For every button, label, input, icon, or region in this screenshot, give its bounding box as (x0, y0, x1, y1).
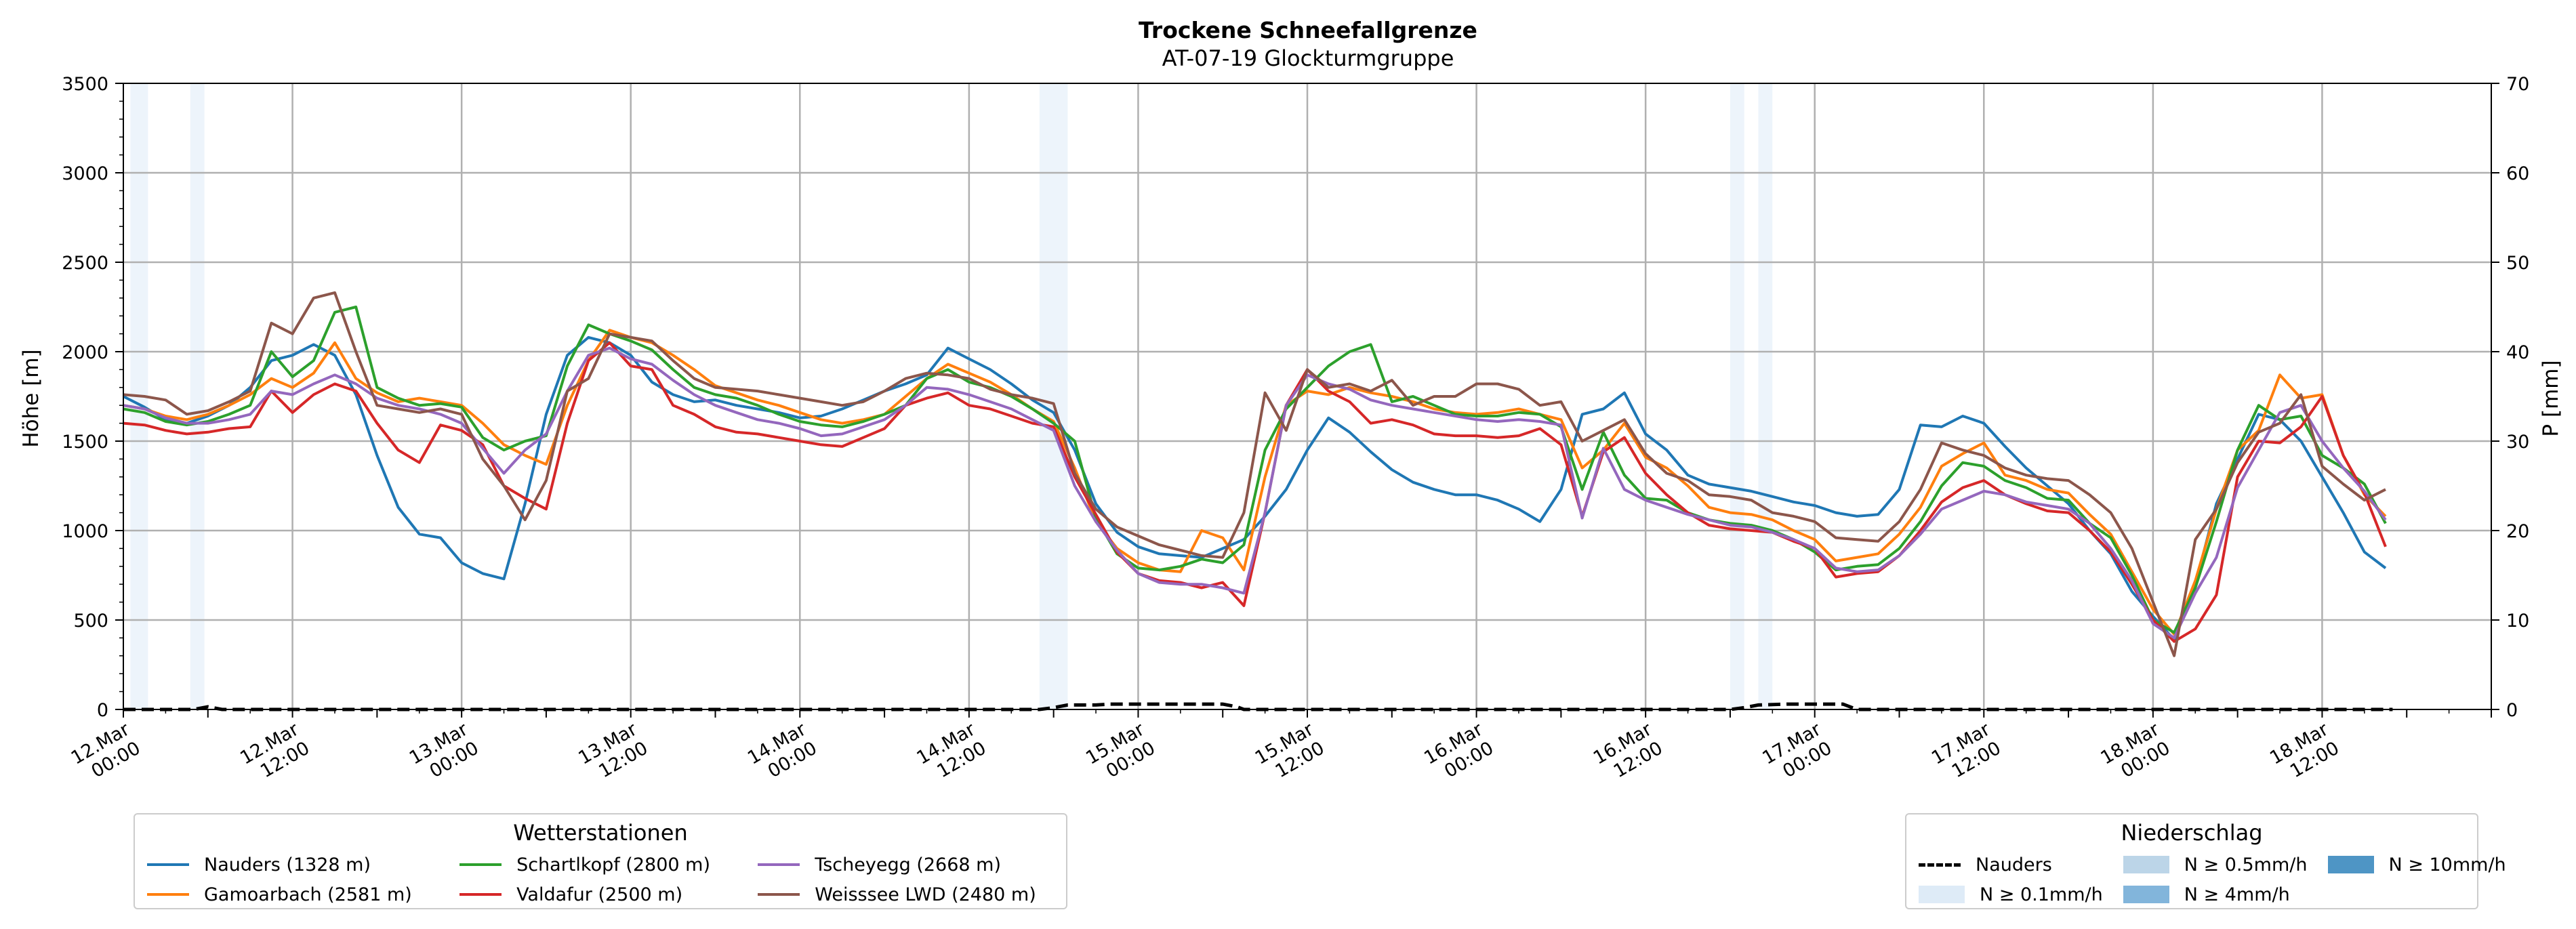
y-tick-label: 500 (73, 611, 108, 632)
series-line-5 (123, 291, 2386, 657)
y-tick-label: 3500 (62, 74, 108, 95)
legend-label: Tscheyegg (2668 m) (815, 854, 1001, 875)
y2-tick-label: 60 (2506, 163, 2529, 184)
series-line-2 (123, 306, 2387, 634)
legend-swatch (2123, 856, 2169, 873)
grid (123, 83, 2491, 709)
legend-swatch (758, 863, 800, 866)
y-tick-label: 0 (97, 700, 108, 721)
y-tick-label: 3000 (62, 163, 108, 184)
y2-tick-label: 30 (2506, 432, 2529, 453)
y2-tick-label: 10 (2506, 611, 2529, 632)
y2-axis-ticks: 0 10 20 30 40 50 60 70 (2491, 74, 2529, 721)
y2-tick-label: 20 (2506, 521, 2529, 542)
legend-label: Weisssee LWD (2480 m) (815, 884, 1036, 905)
legend-item-precip: N ≥ 0.1mm/h (1919, 882, 2103, 907)
y-tick-label: 1000 (62, 521, 108, 542)
legend-swatch (147, 863, 189, 866)
legend-item-station: Nauders (1328 m) (147, 852, 430, 877)
legend-item-station: Valdafur (2500 m) (459, 882, 728, 907)
legend-swatch (1919, 886, 1965, 903)
y2-tick-label: 0 (2506, 700, 2518, 721)
legend-item-precip: N ≥ 4mm/h (2123, 882, 2308, 907)
legend-swatch (758, 893, 800, 896)
legend-item-station: Tscheyegg (2668 m) (758, 852, 1054, 877)
legend-stations-title: Wetterstationen (513, 820, 688, 846)
legend-precip-title: Niederschlag (2121, 820, 2263, 846)
legend-swatch (459, 893, 502, 896)
precip-line-nauders (123, 702, 2393, 711)
precip-bands (130, 83, 1773, 709)
legend-label: N ≥ 0.5mm/h (2184, 854, 2308, 875)
precip-layer (123, 702, 2393, 711)
y-tick-label: 2000 (62, 342, 108, 363)
chart-subtitle: AT-07-19 Glockturmgruppe (1162, 45, 1454, 71)
legend-label: Nauders (1328 m) (204, 854, 371, 875)
legend-swatch (459, 863, 502, 866)
y2-tick-label: 70 (2506, 74, 2529, 95)
series-line-4 (123, 346, 2387, 640)
y-axis-ticks: 0 500 1000 1500 2000 2500 3000 3500 (62, 74, 123, 721)
y2-tick-label: 50 (2506, 253, 2529, 274)
legend-item-precip: N ≥ 0.5mm/h (2123, 852, 2308, 877)
legend-label: Schartlkopf (2800 m) (516, 854, 710, 875)
legend-swatch (2327, 856, 2374, 873)
legend-label: Valdafur (2500 m) (516, 884, 683, 905)
legend-stations: Wetterstationen Nauders (1328 m) Gamoarba… (134, 813, 1067, 909)
series-line-1 (123, 329, 2387, 636)
y2-tick-label: 40 (2506, 342, 2529, 363)
legend-item-precip: Nauders (1919, 852, 2103, 877)
precip-band-2 (1039, 83, 1068, 709)
precip-band-1 (190, 83, 205, 709)
legend-label: N ≥ 10mm/h (2388, 854, 2506, 875)
legend-item-station: Weisssee LWD (2480 m) (758, 882, 1054, 907)
legend-label: N ≥ 4mm/h (2184, 884, 2290, 905)
legend-item-station: Gamoarbach (2581 m) (147, 882, 430, 907)
precip-band-3 (1730, 83, 1744, 709)
y-axis-label: Höhe [m] (19, 349, 43, 447)
y2-axis-label: P [mm] (2539, 360, 2563, 436)
legend-swatch (1919, 863, 1961, 867)
y-tick-label: 2500 (62, 253, 108, 274)
legend-precip: Niederschlag Nauders N ≥ 0.1mm/h N ≥ 0.5mm… (1905, 813, 2506, 909)
legend-item-precip: N ≥ 10mm/h (2327, 852, 2506, 877)
legend-swatch (147, 893, 189, 896)
y-tick-label: 1500 (62, 432, 108, 453)
legend-label: Nauders (1976, 854, 2052, 875)
precip-band-4 (1758, 83, 1773, 709)
chart-title: Trockene Schneefallgrenze (1139, 17, 1477, 43)
legend-item-station: Schartlkopf (2800 m) (459, 852, 728, 877)
legend-label: N ≥ 0.1mm/h (1980, 884, 2103, 905)
series-lines (123, 291, 2387, 657)
legend-label: Gamoarbach (2581 m) (204, 884, 412, 905)
legend-swatch (2123, 886, 2169, 903)
